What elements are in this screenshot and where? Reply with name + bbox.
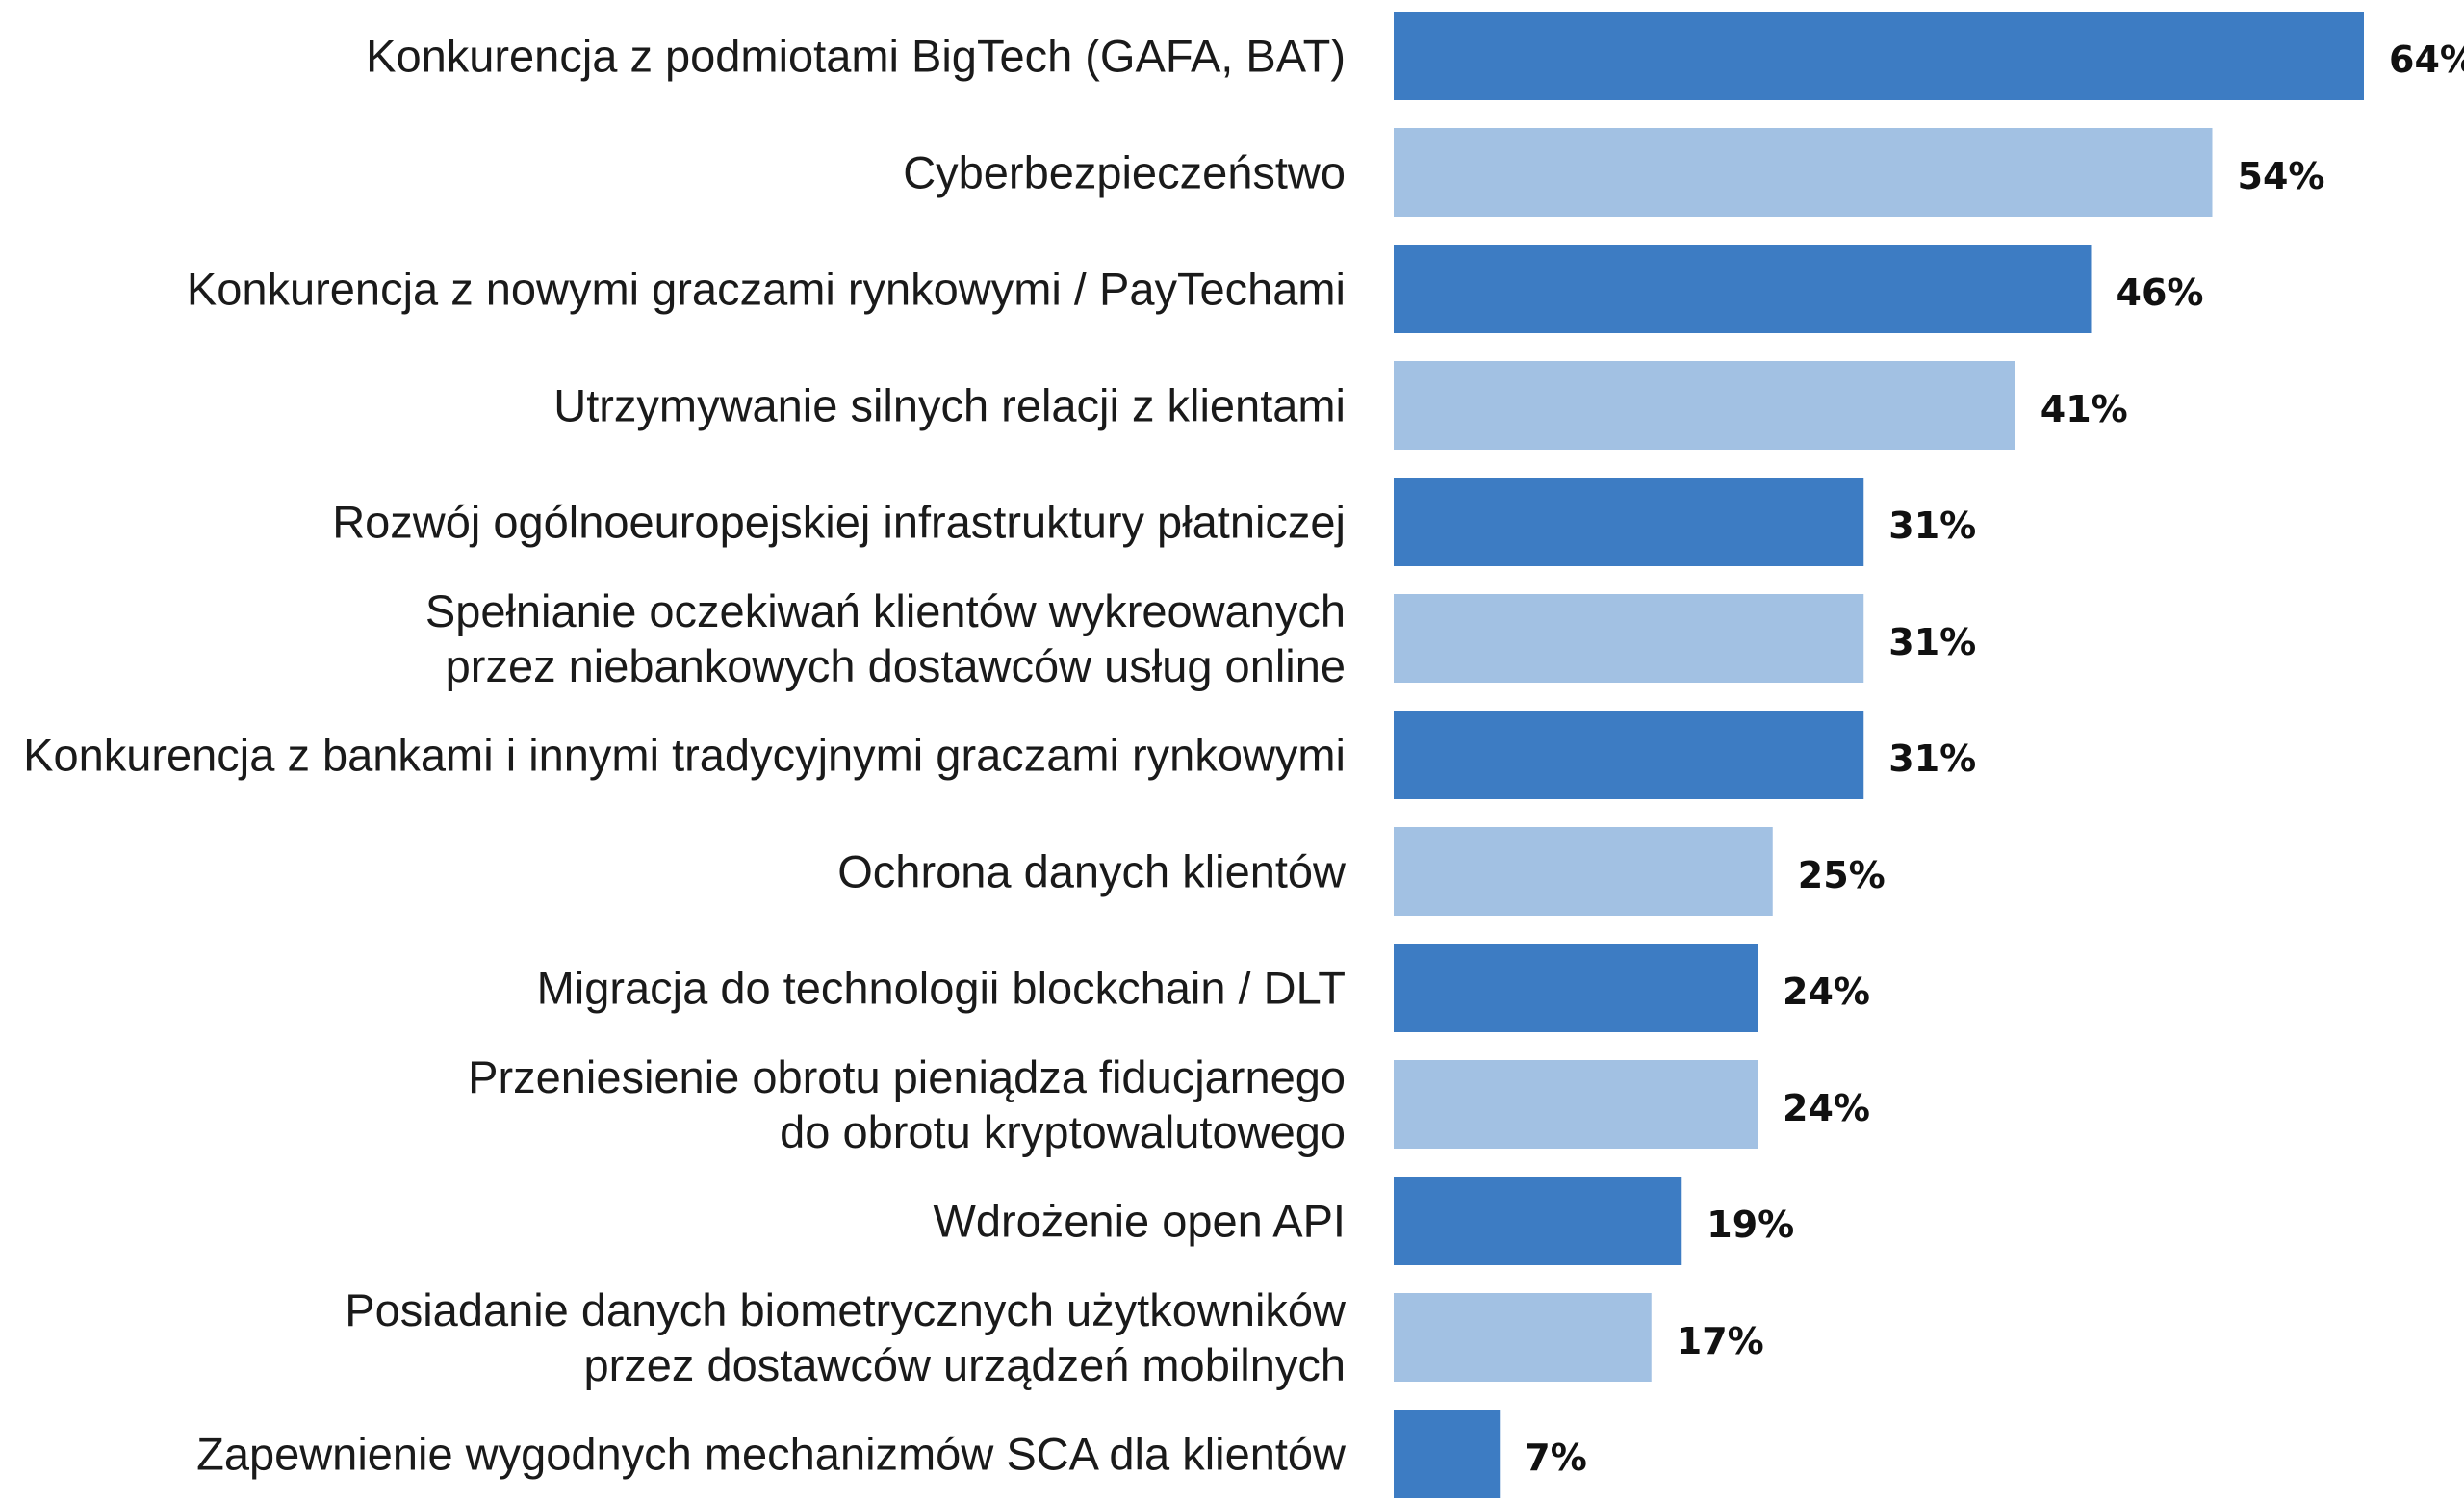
value-label: 31% (1888, 738, 1976, 780)
value-label: 41% (2040, 388, 2128, 430)
value-label: 7% (1525, 1437, 1587, 1479)
category-label-line: Cyberbezpieczeństwo (903, 147, 1346, 198)
category-label-line: Utrzymywanie silnych relacji z klientami (553, 380, 1346, 431)
value-label: 46% (2117, 272, 2204, 314)
category-label-line: Ochrona danych klientów (837, 846, 1347, 897)
value-labels-group: 64% 54% 46% 41% 31% 31% 31% 25% 24% 24% 19% 17% 7% (1525, 39, 2464, 1479)
bar (1394, 944, 1758, 1032)
category-label: Posiadanie danych biometrycznych użytkow… (345, 1284, 1347, 1390)
bar (1394, 12, 2364, 100)
category-label-line: Przeniesienie obrotu pieniądza fiducjarn… (468, 1051, 1346, 1102)
bar (1394, 1410, 1501, 1498)
category-label: Konkurencja z nowymi graczami rynkowymi … (187, 264, 1346, 315)
value-label: 25% (1798, 854, 1886, 896)
category-label-line: Zapewnienie wygodnych mechanizmów SCA dl… (196, 1429, 1347, 1480)
category-label: Rozwój ogólnoeuropejskiej infrastruktury… (332, 497, 1346, 548)
category-label: Konkurencja z bankami i innymi tradycyjn… (23, 730, 1346, 781)
value-label: 31% (1888, 621, 1976, 663)
bar (1394, 1060, 1758, 1149)
category-label-line: Rozwój ogólnoeuropejskiej infrastruktury… (332, 497, 1346, 548)
category-labels-group: Konkurencja z podmiotami BigTech (GAFA, … (23, 31, 1347, 1480)
category-label-line: Konkurencja z nowymi graczami rynkowymi … (187, 264, 1346, 315)
value-label: 54% (2238, 155, 2325, 197)
category-label: Utrzymywanie silnych relacji z klientami (553, 380, 1346, 431)
category-label-line: Posiadanie danych biometrycznych użytkow… (345, 1284, 1347, 1335)
value-label: 19% (1707, 1204, 1794, 1246)
bar (1394, 827, 1773, 916)
bar (1394, 128, 2213, 217)
value-label: 24% (1783, 1087, 1870, 1129)
category-label: Zapewnienie wygodnych mechanizmów SCA dl… (196, 1429, 1347, 1480)
bar (1394, 711, 1864, 799)
bar (1394, 594, 1864, 683)
category-label: Przeniesienie obrotu pieniądza fiducjarn… (468, 1051, 1346, 1157)
category-label: Wdrożenie open API (934, 1196, 1347, 1247)
category-label-line: do obrotu kryptowalutowego (780, 1106, 1346, 1157)
value-label: 17% (1677, 1320, 1764, 1362)
bar (1394, 245, 2092, 333)
category-label: Ochrona danych klientów (837, 846, 1347, 897)
category-label: Konkurencja z podmiotami BigTech (GAFA, … (366, 31, 1346, 82)
category-label-line: Konkurencja z podmiotami BigTech (GAFA, … (366, 31, 1346, 82)
category-label-line: Konkurencja z bankami i innymi tradycyjn… (23, 730, 1346, 781)
value-label: 24% (1783, 971, 1870, 1013)
value-label: 31% (1888, 505, 1976, 547)
bar (1394, 1177, 1682, 1265)
category-label: Spełnianie oczekiwań klientów wykreowany… (425, 585, 1346, 691)
bars-group (1394, 12, 2364, 1498)
category-label-line: Wdrożenie open API (934, 1196, 1347, 1247)
category-label-line: przez niebankowych dostawców usług onlin… (446, 640, 1346, 691)
category-label: Cyberbezpieczeństwo (903, 147, 1346, 198)
category-label-line: Spełnianie oczekiwań klientów wykreowany… (425, 585, 1346, 636)
bar (1394, 478, 1864, 566)
category-label-line: przez dostawców urządzeń mobilnych (583, 1339, 1346, 1390)
bar (1394, 1293, 1652, 1382)
value-label: 64% (2389, 39, 2464, 81)
category-label: Migracja do technologii blockchain / DLT (537, 963, 1346, 1014)
category-label-line: Migracja do technologii blockchain / DLT (537, 963, 1346, 1014)
bar (1394, 361, 2015, 450)
